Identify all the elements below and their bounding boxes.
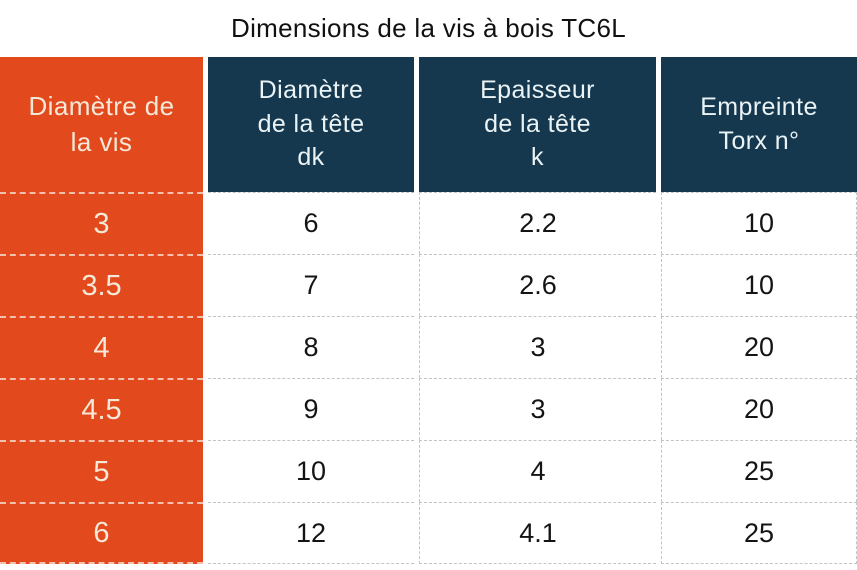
header-cell-empreinte-torx: Empreinte Torx n°: [661, 57, 857, 192]
table-cell: 25: [661, 502, 857, 564]
row-label: 6: [0, 502, 203, 564]
dimensions-table: Diamètre de la vis Diamètre de la tête d…: [0, 57, 857, 564]
table-cell: 20: [661, 378, 857, 440]
row-label: 3: [0, 192, 203, 254]
table-cell: 3: [419, 378, 656, 440]
table-cell: 10: [208, 440, 414, 502]
row-label: 5: [0, 440, 203, 502]
table-cell: 20: [661, 316, 857, 378]
table-cell: 10: [661, 192, 857, 254]
table-cell: 6: [208, 192, 414, 254]
page-title: Dimensions de la vis à bois TC6L: [231, 13, 626, 43]
table-cell: 10: [661, 254, 857, 316]
table-cell: 4.1: [419, 502, 656, 564]
table-cell: 9: [208, 378, 414, 440]
table-cell: 4: [419, 440, 656, 502]
table-cell: 3: [419, 316, 656, 378]
table-cell: 2.6: [419, 254, 656, 316]
header-cell-diametre-vis: Diamètre de la vis: [0, 57, 203, 192]
table-cell: 12: [208, 502, 414, 564]
row-label: 4.5: [0, 378, 203, 440]
header-cell-epaisseur-tete: Epaisseur de la tête k: [419, 57, 656, 192]
header-cell-diametre-tete: Diamètre de la tête dk: [208, 57, 414, 192]
table-cell: 2.2: [419, 192, 656, 254]
table-cell: 8: [208, 316, 414, 378]
row-label: 4: [0, 316, 203, 378]
row-label: 3.5: [0, 254, 203, 316]
table-cell: 25: [661, 440, 857, 502]
table-cell: 7: [208, 254, 414, 316]
